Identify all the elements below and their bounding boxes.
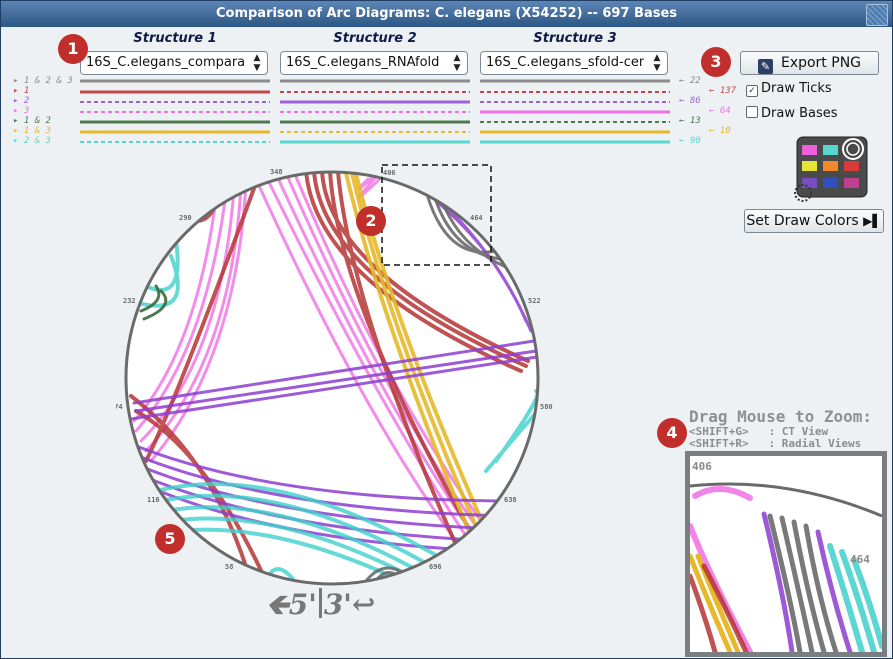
count-1-3: ← 10 [709, 126, 731, 136]
tick-label: 696 [429, 563, 442, 571]
count-2: ← 86 [679, 96, 701, 106]
tick-label: 580 [540, 403, 553, 411]
count-value: 13 [689, 116, 701, 126]
shortcut-key: <SHIFT+R> [689, 437, 749, 450]
tick-label: 348 [270, 168, 283, 176]
window-title: Comparison of Arc Diagrams: C. elegans (… [215, 6, 678, 21]
draw-bases-label: Draw Bases [761, 106, 838, 121]
legend-text: 2 [23, 96, 30, 106]
legend-text: 1 & 2 [23, 116, 51, 126]
count-value: 90 [689, 136, 701, 146]
export-png-label: Export PNG [780, 55, 862, 71]
shortcut-radial-views: <SHIFT+R> : Radial Views [689, 438, 861, 450]
draw-bases-checkbox[interactable]: Draw Bases [746, 106, 838, 121]
zoom-label: 464 [850, 553, 870, 566]
color-palette-icon [794, 136, 868, 202]
diagram-outline [124, 170, 540, 586]
tick-label: 232 [123, 297, 136, 305]
zoom-help-title: Drag Mouse to Zoom: [689, 407, 873, 426]
structure-2-heading: Structure 2 [333, 31, 417, 46]
draw-ticks-label: Draw Ticks [761, 81, 832, 96]
legend-text: 1 & 2 & 3 [23, 76, 73, 86]
set-draw-colors-button[interactable]: Set Draw Colors ▶▌ [744, 209, 884, 233]
legend-text: 2 & 3 [23, 136, 51, 146]
shortcut-key: <SHIFT+G> [689, 425, 749, 438]
tick-label: 58 [225, 563, 233, 571]
structure-2-value: 16S_C.elegans_RNAfold [286, 55, 440, 70]
next-arrow-icon: ▶▌ [863, 214, 882, 228]
brush-icon: ✎ [757, 59, 773, 74]
annotation-badge-3: 3 [701, 47, 731, 77]
window-menu-icon[interactable] [866, 4, 888, 26]
count-all: ← 22 [679, 76, 701, 86]
shortcut-desc: : CT View [768, 425, 829, 438]
set-draw-colors-label: Set Draw Colors [746, 213, 859, 229]
count-value: 86 [689, 96, 701, 106]
count-value: 137 [719, 86, 737, 96]
legend-text: 1 & 3 [23, 126, 51, 136]
direction-indicator: 🡸5' 3'↩ [266, 584, 376, 621]
structure-1-select[interactable]: 16S_C.elegans_comparative ▲▼ [80, 51, 268, 75]
annotation-badge-4: 4 [657, 418, 687, 448]
title-bar: Comparison of Arc Diagrams: C. elegans (… [1, 1, 892, 27]
legend-text: 1 [23, 86, 30, 96]
tick-label: 464 [470, 214, 483, 222]
tick-label: 522 [528, 297, 541, 305]
count-value: 64 [719, 106, 731, 116]
legend-lines [80, 79, 670, 144]
updown-arrows-icon: ▲ ▼ [653, 53, 661, 73]
draw-ticks-checkbox[interactable]: ✓ Draw Ticks [746, 81, 832, 97]
checkbox-checked-icon: ✓ [746, 85, 758, 97]
count-value: 22 [689, 76, 701, 86]
structure-3-select[interactable]: 16S_C.elegans_sfold-centroid ▲▼ [480, 51, 668, 75]
updown-arrows-icon: ▲ ▼ [453, 53, 461, 73]
annotation-badge-1: 1 [58, 34, 88, 64]
checkbox-empty-icon [746, 106, 758, 118]
updown-arrows-icon: ▲ ▼ [253, 53, 261, 73]
zoom-preview-canvas: 406 464 [690, 460, 882, 652]
structure-3-value: 16S_C.elegans_sfold-centroid [486, 55, 644, 70]
zoom-selection-rect[interactable] [381, 164, 492, 266]
structure-1-heading: Structure 1 [133, 31, 217, 46]
legend-label-3: ▸ 3 [13, 106, 30, 116]
tick-label: 638 [504, 496, 517, 504]
legend-label-1: ▸ 1 [13, 86, 30, 96]
structure-3-heading: Structure 3 [533, 31, 617, 46]
export-png-button[interactable]: ✎ Export PNG [740, 51, 879, 75]
shortcut-desc: : Radial Views [768, 437, 862, 450]
legend-label-1-3: ▸ 1 & 3 [13, 126, 51, 136]
arc-layer [126, 172, 538, 584]
tick-label: 174 [116, 403, 123, 411]
count-1: ← 137 [709, 86, 737, 96]
five-prime-label: 5' [288, 588, 317, 621]
radial-arc-diagram[interactable]: 348 406 464 522 580 638 696 58 116 174 2… [116, 161, 556, 591]
left-arrow-icon: 🡸 [266, 588, 289, 621]
legend-label-2: ▸ 2 [13, 96, 30, 106]
annotation-badge-2: 2 [356, 206, 386, 236]
tick-label: 290 [179, 214, 192, 222]
legend-text: 3 [23, 106, 30, 116]
three-prime-label: 3' [323, 588, 352, 621]
annotation-badge-5: 5 [155, 524, 185, 554]
legend-label-all: ▸ 1 & 2 & 3 [13, 76, 73, 86]
legend-label-1-2: ▸ 1 & 2 [13, 116, 51, 126]
legend-label-2-3: ▸ 2 & 3 [13, 136, 51, 146]
structure-1-value: 16S_C.elegans_comparative [86, 55, 244, 70]
direction-divider [318, 588, 322, 618]
structure-2-select[interactable]: 16S_C.elegans_RNAfold ▲ ▼ [280, 51, 468, 75]
zoom-preview[interactable]: 406 464 [685, 451, 887, 657]
count-2-3: ← 90 [679, 136, 701, 146]
zoom-label: 406 [692, 460, 712, 473]
return-arrow-icon: ↩ [351, 588, 376, 621]
count-1-2: ← 13 [679, 116, 701, 126]
tick-label: 116 [147, 496, 160, 504]
count-value: 10 [719, 126, 731, 136]
shortcut-ct-view: <SHIFT+G> : CT View [689, 426, 828, 438]
count-3: ← 64 [709, 106, 731, 116]
tick-label: 406 [383, 169, 396, 177]
